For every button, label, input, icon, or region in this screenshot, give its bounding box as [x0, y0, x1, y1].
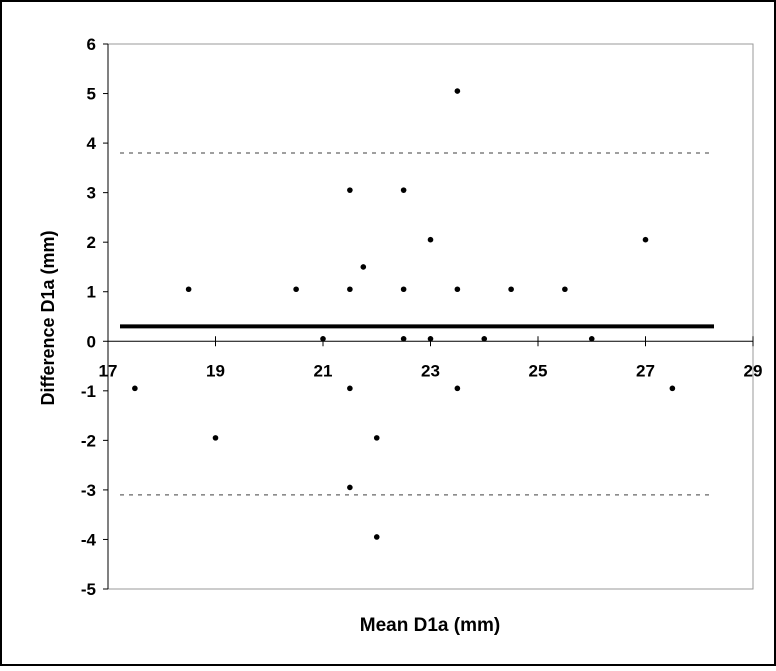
x-tick-label: 21: [314, 361, 333, 380]
data-point: [588, 335, 595, 342]
data-point: [562, 286, 568, 293]
x-tick-label: 27: [636, 361, 655, 380]
data-point: [212, 435, 219, 441]
data-point: [360, 264, 367, 270]
data-point: [347, 484, 353, 491]
data-point: [669, 385, 676, 392]
data-point: [132, 385, 138, 392]
y-tick-label: 0: [87, 332, 96, 351]
y-tick-label: 3: [87, 184, 96, 203]
x-tick-label: 29: [744, 361, 763, 380]
data-point: [347, 187, 353, 193]
data-point: [320, 335, 326, 342]
y-axis-label: Difference D1a (mm): [38, 230, 58, 405]
data-point: [185, 286, 192, 293]
data-point: [642, 236, 649, 243]
data-point: [454, 286, 461, 293]
data-point: [427, 236, 434, 243]
data-points: [132, 88, 676, 540]
y-tick-label: 2: [87, 233, 96, 252]
data-point: [400, 187, 407, 193]
x-tick-label: 17: [99, 361, 118, 380]
y-tick-label: 6: [87, 35, 96, 54]
data-point: [347, 286, 353, 293]
x-tick-label: 23: [421, 361, 440, 380]
data-point: [508, 286, 514, 293]
x-tick-label: 25: [529, 361, 548, 380]
x-axis-label: Mean D1a (mm): [360, 615, 500, 636]
y-tick-label: -1: [81, 382, 96, 401]
y-tick-label: -5: [81, 580, 96, 599]
data-point: [400, 286, 407, 293]
y-tick-label: -3: [81, 481, 96, 500]
data-point: [293, 286, 299, 293]
reference-lines: [120, 152, 714, 496]
data-point: [454, 385, 461, 392]
data-point: [454, 88, 461, 94]
data-point: [373, 534, 380, 540]
y-tick-label: -4: [81, 530, 97, 549]
data-point: [427, 335, 434, 342]
data-point: [347, 385, 353, 392]
x-tick-label: 19: [206, 361, 225, 380]
data-point: [373, 435, 380, 441]
y-tick-label: 5: [87, 85, 96, 104]
y-tick-label: 1: [87, 283, 96, 302]
data-point: [400, 335, 407, 342]
y-tick-label: -2: [81, 431, 96, 450]
y-tick-label: 4: [87, 134, 97, 153]
data-point: [481, 335, 488, 342]
